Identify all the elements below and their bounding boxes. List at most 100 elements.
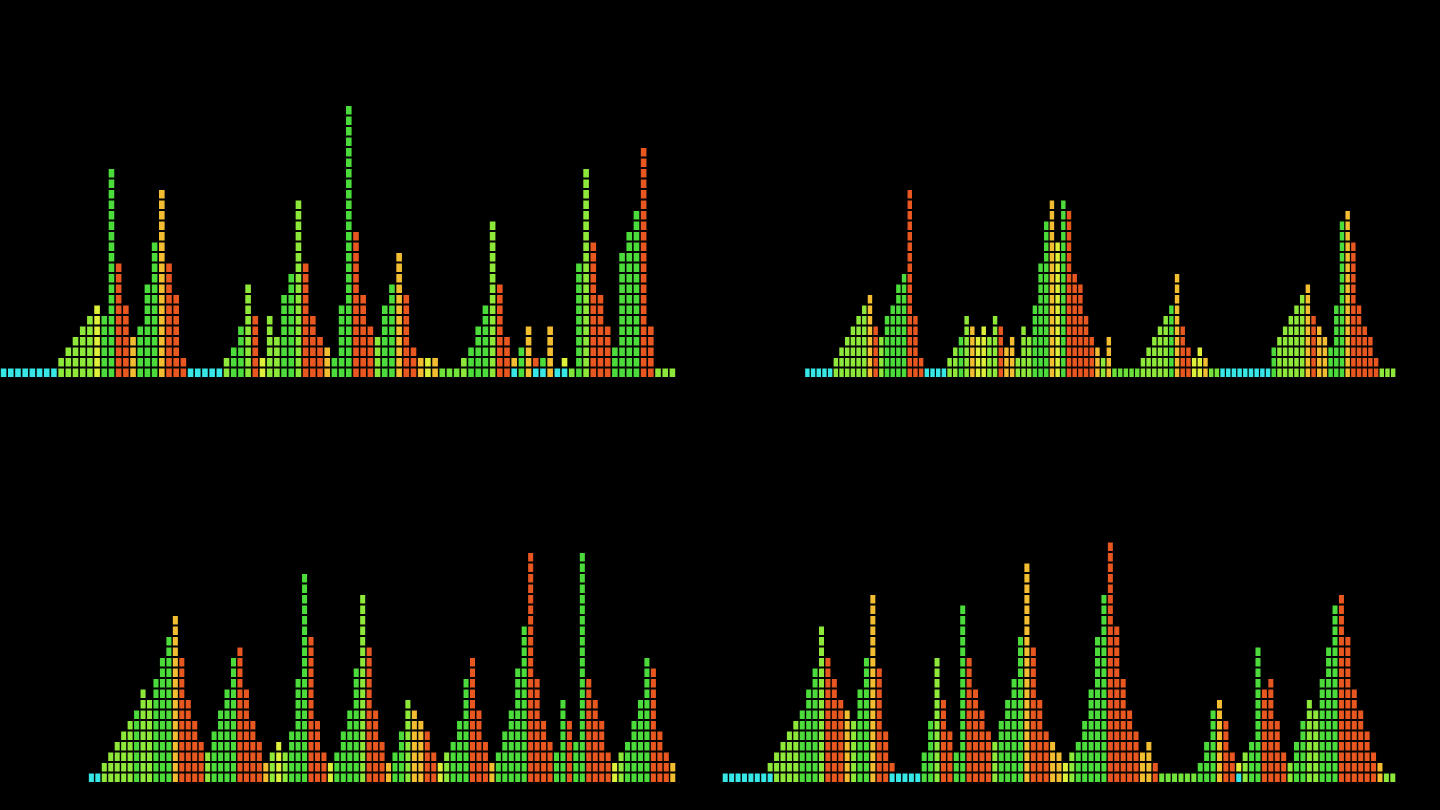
spectrum-bar: [289, 731, 295, 782]
bar-segment: [1107, 721, 1113, 730]
bar-segment: [166, 347, 172, 356]
bar-segment: [353, 242, 359, 251]
bar-segment: [1049, 347, 1055, 356]
spectrum-bar: [511, 358, 517, 377]
bar-segment: [209, 368, 215, 377]
spectrum-bar: [353, 232, 359, 377]
bar-segment: [1120, 710, 1126, 719]
bar-segment: [883, 773, 889, 782]
bar-segment: [1009, 337, 1015, 346]
bar-segment: [140, 731, 146, 740]
bar-segment: [521, 647, 527, 656]
bar-segment: [1024, 773, 1030, 782]
bar-segment: [626, 337, 633, 346]
bar-segment: [1317, 326, 1322, 335]
bar-segment: [159, 295, 165, 304]
bar-segment: [94, 316, 100, 325]
bar-segment: [172, 647, 178, 656]
bar-segment: [94, 305, 100, 314]
bar-segment: [1066, 337, 1072, 346]
spectrum-bar: [669, 368, 676, 377]
bar-segment: [403, 295, 410, 304]
bar-segment: [1174, 284, 1180, 293]
bar-segment: [515, 773, 521, 782]
bar-segment: [883, 752, 889, 761]
bar-segment: [1004, 368, 1009, 377]
bar-segment: [547, 368, 553, 377]
bar-segment: [889, 773, 895, 782]
bar-segment: [79, 368, 86, 377]
bar-segment: [583, 358, 589, 367]
bar-segment: [1306, 773, 1312, 782]
bar-segment: [793, 752, 799, 761]
bar-segment: [586, 763, 592, 772]
bar-segment: [774, 773, 780, 782]
bar-segment: [366, 679, 372, 688]
bar-segment: [1191, 773, 1197, 782]
bar-segment: [1255, 689, 1261, 698]
bar-segment: [515, 679, 521, 688]
bar-segment: [153, 700, 159, 709]
bar-segment: [876, 742, 882, 751]
bar-segment: [310, 326, 316, 335]
bar-segment: [1362, 326, 1367, 335]
bar-segment: [353, 274, 359, 283]
spectrum-bar: [619, 253, 625, 377]
bar-segment: [1024, 574, 1030, 583]
bar-segment: [1180, 368, 1185, 377]
bar-segment: [528, 563, 534, 572]
bar-segment: [1339, 368, 1345, 377]
bar-segment: [489, 347, 496, 356]
spectrum-bar: [1005, 700, 1011, 782]
bar-segment: [1288, 316, 1294, 325]
bar-segment: [1061, 232, 1066, 241]
bar-segment: [115, 368, 122, 377]
bar-segment: [446, 368, 453, 377]
bar-segment: [1037, 710, 1043, 719]
bar-segment: [1101, 742, 1107, 751]
bar-segment: [590, 358, 597, 367]
bar-segment: [457, 773, 463, 782]
bar-segment: [314, 731, 320, 740]
bar-segment: [360, 637, 366, 646]
bar-segment: [913, 347, 918, 356]
bar-segment: [619, 326, 625, 335]
bar-segment: [1082, 752, 1088, 761]
bar-segment: [476, 742, 482, 751]
bar-segment: [425, 368, 431, 377]
spectrum-bar: [1322, 337, 1328, 377]
bar-segment: [921, 752, 927, 761]
bar-segment: [1255, 710, 1261, 719]
bar-segment: [144, 284, 151, 293]
bar-segment: [1338, 731, 1344, 740]
bar-segment: [1261, 731, 1267, 740]
bar-segment: [295, 752, 301, 761]
bar-segment: [1210, 763, 1216, 772]
bar-segment: [405, 731, 411, 740]
bar-segment: [884, 358, 890, 367]
bar-segment: [625, 763, 631, 772]
bar-segment: [475, 337, 482, 346]
bar-segment: [1288, 368, 1294, 377]
bar-segment: [521, 710, 527, 719]
bar-segment: [373, 763, 379, 772]
bar-segment: [870, 647, 876, 656]
spectrum-bar: [1135, 368, 1140, 377]
bar-segment: [1030, 710, 1036, 719]
spectrum-bar: [532, 358, 539, 377]
bar-segment: [626, 242, 633, 251]
bar-segment: [618, 773, 624, 782]
bar-segment: [818, 689, 824, 698]
bar-segment: [1334, 326, 1339, 335]
spectrum-bar: [1152, 337, 1157, 377]
bar-segment: [1358, 752, 1364, 761]
spectrum-bar: [1030, 647, 1036, 782]
bar-segment: [640, 148, 647, 157]
spectrum-bar: [327, 763, 333, 782]
bar-segment: [528, 574, 534, 583]
bar-segment: [469, 710, 476, 719]
bar-segment: [648, 326, 654, 335]
bar-segment: [812, 731, 818, 740]
bar-segment: [576, 263, 582, 272]
bar-segment: [1011, 700, 1017, 709]
